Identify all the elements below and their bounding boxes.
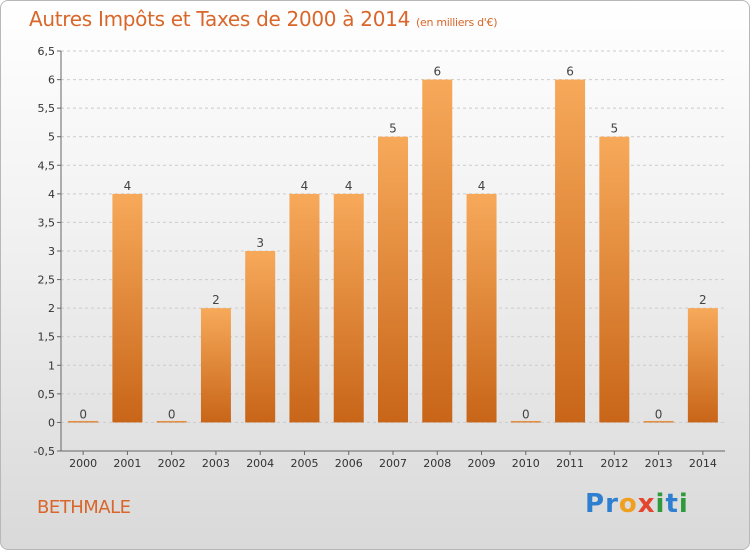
x-tick-label: 2011 [556, 457, 584, 470]
x-tick-label: 2009 [468, 457, 496, 470]
bar [643, 420, 674, 423]
x-tick-label: 2004 [246, 457, 274, 470]
x-tick-label: 2000 [69, 457, 97, 470]
bar [156, 420, 187, 423]
commune-name: BETHMALE [37, 497, 131, 518]
bar [333, 193, 364, 423]
bar [289, 193, 320, 423]
x-tick-label: 2002 [158, 457, 186, 470]
bar [112, 193, 143, 423]
y-tick-label: 0 [48, 416, 55, 429]
x-tick-label: 2008 [423, 457, 451, 470]
bar [245, 251, 276, 423]
bar [422, 79, 453, 423]
y-tick-label: 4 [48, 188, 55, 201]
bar [466, 193, 497, 423]
bar-value-label: 4 [478, 179, 486, 193]
x-tick-label: 2010 [512, 457, 540, 470]
bar [378, 136, 408, 423]
bar-value-label: 0 [79, 407, 87, 421]
y-tick-label: 5 [48, 131, 55, 144]
x-tick-label: 2007 [379, 457, 407, 470]
bar-value-label: 4 [345, 179, 353, 193]
bar [687, 308, 718, 423]
y-tick-label: 1,5 [38, 331, 56, 344]
x-tick-label: 2006 [335, 457, 363, 470]
y-tick-label: 3 [48, 245, 55, 258]
bar-value-label: 0 [168, 407, 176, 421]
y-tick-label: 5,5 [38, 102, 56, 115]
bar-value-label: 2 [699, 293, 707, 307]
bar [599, 136, 630, 423]
bar-value-label: 4 [301, 179, 309, 193]
y-tick-label: 3,5 [38, 216, 56, 229]
chart-unit: (en milliers d'€) [416, 16, 498, 29]
bar-value-label: 5 [611, 122, 619, 136]
y-tick-label: 4,5 [38, 159, 56, 172]
bar-value-label: 6 [433, 65, 441, 79]
bar [510, 420, 541, 423]
bar [200, 308, 231, 423]
bar-value-label: 0 [655, 407, 663, 421]
chart-title-text: Autres Impôts et Taxes de 2000 à 2014 [29, 7, 410, 31]
bar-value-label: 5 [389, 122, 397, 136]
y-tick-label: -0,5 [34, 445, 55, 458]
bar [68, 420, 99, 423]
y-tick-label: 1 [48, 359, 55, 372]
y-tick-label: 6 [48, 74, 55, 87]
bar-value-label: 3 [256, 236, 264, 250]
bar-value-label: 6 [566, 65, 574, 79]
x-tick-label: 2001 [113, 457, 141, 470]
x-tick-label: 2014 [689, 457, 717, 470]
y-tick-label: 2,5 [38, 274, 56, 287]
bar-value-label: 4 [124, 179, 132, 193]
y-tick-label: 2 [48, 302, 55, 315]
y-tick-label: 0,5 [38, 388, 56, 401]
x-tick-label: 2012 [600, 457, 628, 470]
proxiti-logo[interactable]: Proxiti [585, 489, 689, 519]
bar-value-label: 0 [522, 407, 530, 421]
x-tick-label: 2005 [290, 457, 318, 470]
bar [555, 79, 586, 423]
y-tick-label: 6,5 [38, 45, 56, 58]
x-tick-label: 2013 [645, 457, 673, 470]
chart-title: Autres Impôts et Taxes de 2000 à 2014 (en… [29, 7, 497, 31]
bar-value-label: 2 [212, 293, 220, 307]
x-tick-label: 2003 [202, 457, 230, 470]
